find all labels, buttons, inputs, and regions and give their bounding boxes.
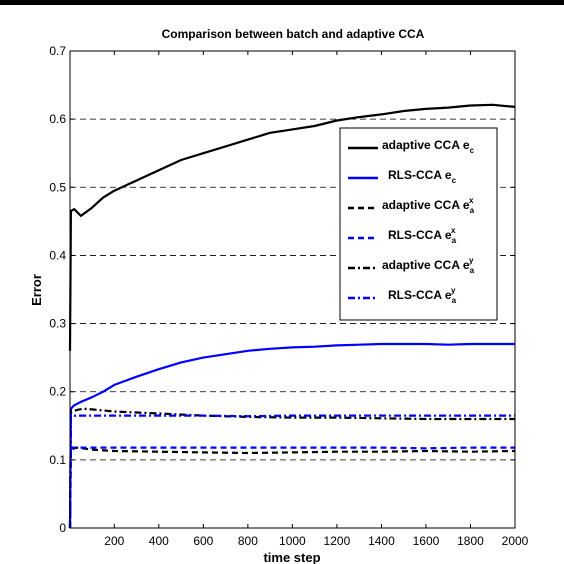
y-axis-title: Error bbox=[29, 274, 44, 306]
y-tick-label: 0.5 bbox=[49, 180, 66, 194]
x-tick-label: 1600 bbox=[413, 534, 440, 548]
legend-label-0: adaptive CCA ec bbox=[382, 138, 475, 155]
y-tick-label: 0.3 bbox=[49, 317, 66, 331]
y-tick-label: 0 bbox=[59, 521, 66, 535]
x-tick-label: 400 bbox=[149, 534, 169, 548]
legend-label-5: RLS-CCA eay bbox=[388, 286, 457, 305]
y-tick-label: 0.6 bbox=[49, 112, 66, 126]
y-tick-label: 0.1 bbox=[49, 453, 66, 467]
x-tick-label: 200 bbox=[104, 534, 124, 548]
x-tick-label: 800 bbox=[238, 534, 258, 548]
top-border-bar bbox=[0, 0, 564, 5]
x-tick-label: 2000 bbox=[502, 534, 529, 548]
y-tick-label: 0.4 bbox=[49, 248, 66, 262]
x-tick-label: 1000 bbox=[279, 534, 306, 548]
x-tick-label: 1800 bbox=[457, 534, 484, 548]
legend: adaptive CCA ec RLS-CCA ec adaptive CCA ea… bbox=[339, 127, 498, 321]
x-axis-ticks: 200 400 600 800 1000 1200 1400 1600 1800 2000 bbox=[104, 51, 529, 548]
series-lines bbox=[68, 103, 516, 529]
series-line-0 bbox=[68, 103, 516, 351]
x-tick-label: 600 bbox=[193, 534, 213, 548]
x-tick-label: 1400 bbox=[368, 534, 395, 548]
legend-label-4: adaptive CCA eay bbox=[382, 256, 475, 275]
series-line-3 bbox=[68, 446, 515, 529]
series-line-4 bbox=[68, 407, 515, 529]
series-line-1 bbox=[68, 342, 515, 529]
y-tick-label: 0.2 bbox=[49, 385, 66, 399]
y-axis-ticks: 0 0.1 0.2 0.3 0.4 0.5 0.6 0.7 bbox=[49, 44, 515, 535]
legend-label-3: RLS-CCA eax bbox=[388, 226, 457, 245]
x-axis-title: time step bbox=[263, 550, 320, 564]
legend-label-2: adaptive CCA eax bbox=[382, 196, 475, 215]
x-tick-label: 1200 bbox=[324, 534, 351, 548]
legend-label-1: RLS-CCA ec bbox=[388, 168, 457, 185]
series-line-2 bbox=[68, 446, 516, 529]
series-line-5 bbox=[68, 414, 515, 529]
y-tick-label: 0.7 bbox=[49, 44, 66, 58]
legend-box bbox=[339, 127, 498, 321]
chart-title: Comparison between batch and adaptive CC… bbox=[162, 27, 425, 41]
